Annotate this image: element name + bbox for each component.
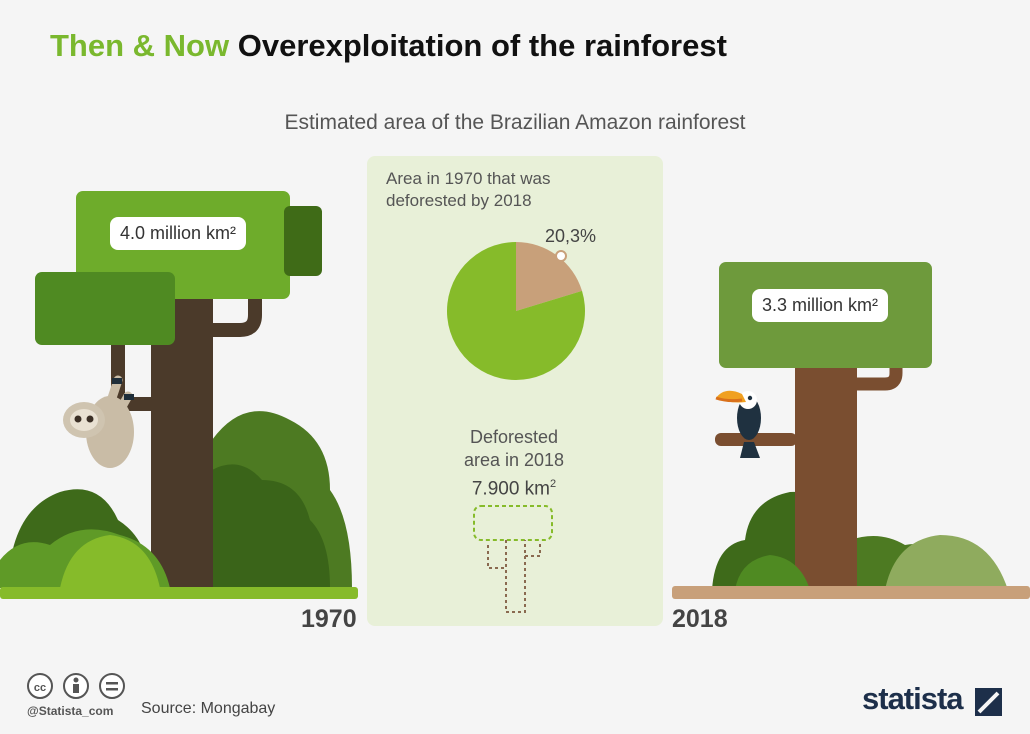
sloth bbox=[63, 375, 134, 468]
deforested-tree-outline bbox=[473, 505, 553, 613]
deforested-caption-line-2: area in 2018 bbox=[463, 450, 565, 470]
area-1970-label: 4.0 million km² bbox=[110, 217, 247, 250]
canopy-1970-left bbox=[35, 272, 175, 345]
tree-1970 bbox=[0, 191, 358, 599]
toucan bbox=[715, 390, 761, 458]
ground-2018 bbox=[672, 586, 1030, 599]
statista-handle: @Statista_com bbox=[27, 704, 114, 718]
trunk-2018 bbox=[795, 362, 857, 590]
attribution-icon bbox=[63, 673, 89, 699]
bush-2018-right bbox=[885, 535, 1008, 590]
ground-1970 bbox=[0, 587, 358, 599]
source-note: Source: Mongabay bbox=[141, 700, 276, 717]
pie-caption-line-2: deforested by 2018 bbox=[386, 191, 532, 210]
deforested-caption-line-1: Deforested bbox=[469, 427, 559, 447]
area-2018-label: 3.3 million km² bbox=[752, 289, 889, 322]
deforested-value-unit: 2 bbox=[550, 478, 557, 490]
pie-slice-0 bbox=[516, 242, 583, 311]
pie-chart bbox=[446, 242, 585, 380]
svg-text:cc: cc bbox=[34, 682, 46, 694]
deforested-value: 7.900 km2 bbox=[414, 478, 614, 500]
pie-percentage-label: 20,3% bbox=[545, 226, 597, 246]
pie-label-pointer bbox=[555, 250, 567, 262]
year-2018: 2018 bbox=[672, 605, 728, 633]
center-panel bbox=[367, 156, 663, 626]
pie-caption: Area in 1970 that was deforested by 2018 bbox=[386, 168, 646, 212]
deforested-caption: Deforested area in 2018 bbox=[414, 426, 614, 472]
trunk-1970 bbox=[151, 298, 213, 588]
statista-logo-mark bbox=[975, 688, 1002, 716]
pie-slice-1 bbox=[446, 242, 585, 380]
statista-logo: statista bbox=[862, 681, 964, 716]
chart-subtitle: Estimated area of the Brazilian Amazon r… bbox=[284, 111, 746, 134]
title-accent: Then & Now bbox=[50, 28, 230, 63]
no-derivatives-icon bbox=[99, 673, 125, 699]
title-main: Overexploitation of the rainforest bbox=[237, 28, 727, 63]
cc-icon: cc bbox=[27, 673, 53, 699]
year-1970: 1970 bbox=[301, 605, 357, 633]
pie-caption-line-1: Area in 1970 that was bbox=[386, 169, 551, 188]
deforested-value-number: 7.900 km bbox=[471, 478, 551, 500]
license-icons: cc bbox=[27, 673, 125, 699]
page-title: Then & Now Overexploitation of the rainf… bbox=[50, 28, 727, 64]
